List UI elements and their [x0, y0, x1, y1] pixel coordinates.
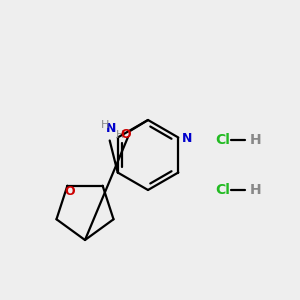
Text: H: H [250, 183, 262, 197]
Text: N: N [106, 122, 116, 134]
Text: H: H [250, 133, 262, 147]
Text: O: O [121, 128, 131, 140]
Text: H: H [116, 130, 124, 140]
Text: Cl: Cl [215, 133, 230, 147]
Text: H: H [100, 119, 109, 130]
Text: N: N [182, 132, 193, 145]
Text: O: O [64, 185, 75, 198]
Text: Cl: Cl [215, 183, 230, 197]
